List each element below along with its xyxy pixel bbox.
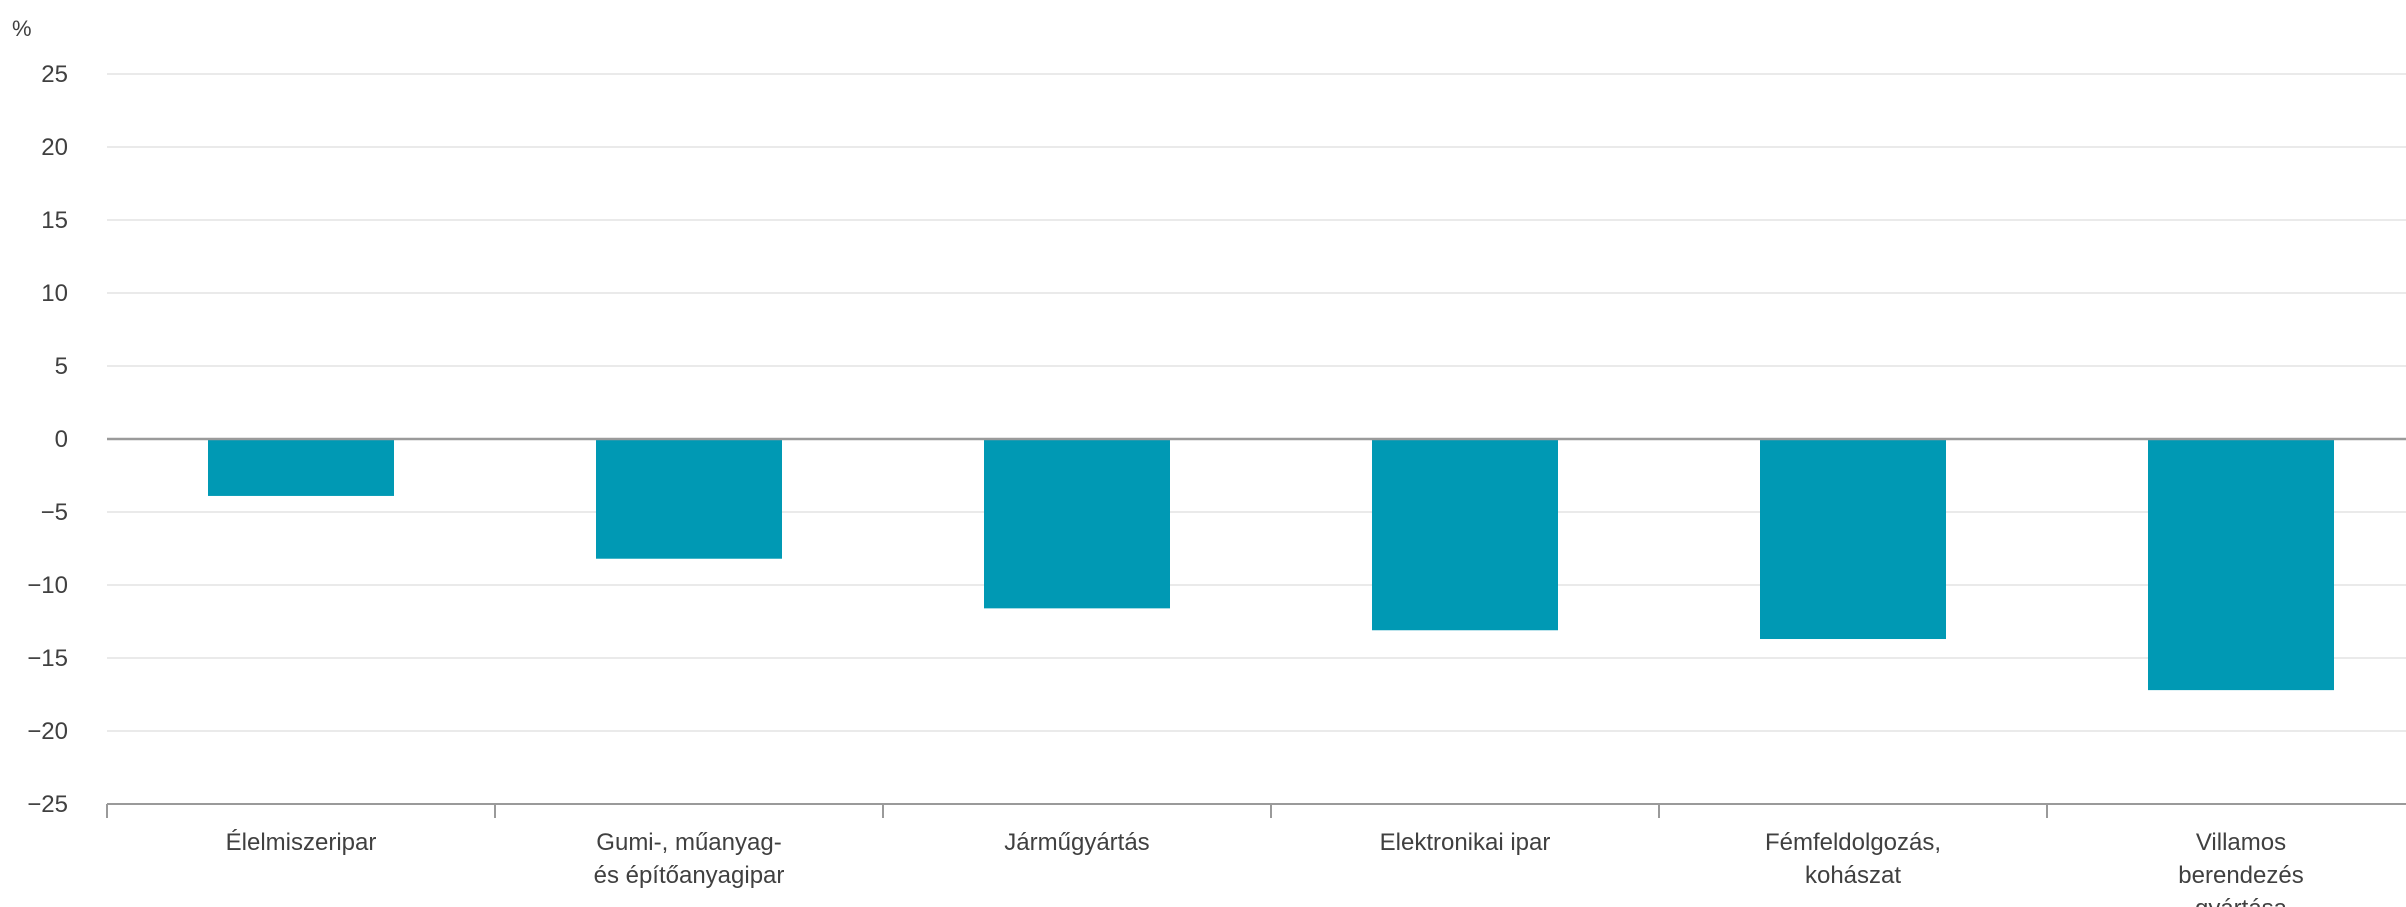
bar-2	[984, 439, 1170, 609]
y-tick-label: 10	[41, 280, 68, 307]
x-category-label: berendezés	[2178, 862, 2303, 889]
x-category-label: Villamos	[2196, 829, 2286, 856]
y-tick-label: −10	[27, 572, 68, 599]
bar-4	[1760, 439, 1946, 640]
x-category-label: és építőanyagipar	[594, 862, 785, 889]
x-category-label: kohászat	[1805, 862, 1901, 889]
y-tick-label: 25	[41, 61, 68, 88]
x-category-label: Fémfeldolgozás,	[1765, 829, 1941, 856]
x-category-label: gyártása	[2195, 895, 2288, 907]
y-tick-label: 5	[55, 353, 68, 380]
y-tick-label: −15	[27, 645, 68, 672]
x-category-label: Élelmiszeripar	[226, 829, 377, 856]
y-tick-label: −20	[27, 718, 68, 745]
y-tick-label: 15	[41, 207, 68, 234]
x-category-label: Járműgyártás	[1004, 829, 1149, 856]
y-tick-label: −25	[27, 791, 68, 818]
bar-5	[2148, 439, 2334, 691]
y-unit-label: %	[12, 16, 32, 41]
bar-0	[208, 439, 394, 496]
y-tick-label: 20	[41, 134, 68, 161]
y-tick-label: 0	[55, 426, 68, 453]
bar-1	[596, 439, 782, 559]
y-tick-label: −5	[41, 499, 68, 526]
x-category-label: Elektronikai ipar	[1380, 829, 1551, 856]
x-category-label: Gumi-, műanyag-	[596, 829, 781, 856]
bar-3	[1372, 439, 1558, 631]
